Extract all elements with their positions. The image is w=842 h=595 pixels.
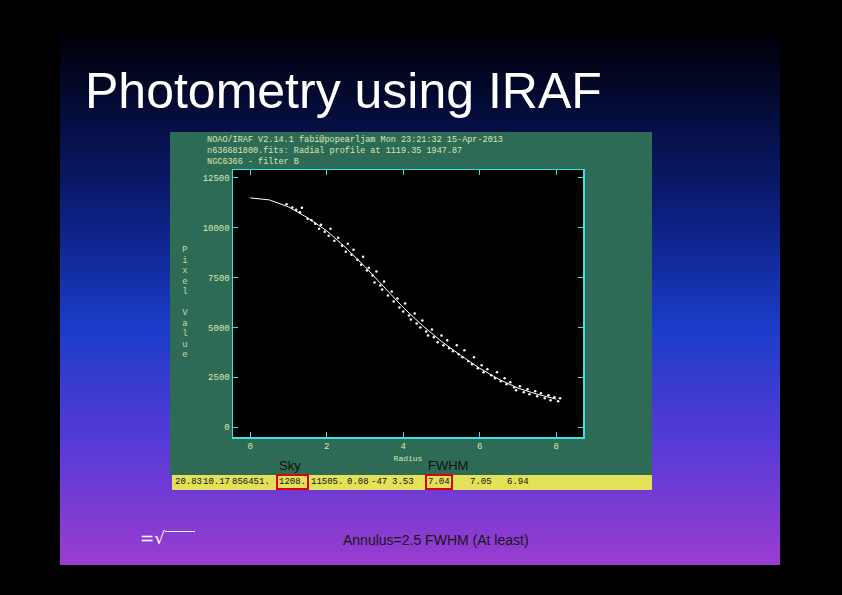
html-text:u: u — [182, 339, 188, 350]
html-text:7.04: 7.04 — [428, 477, 450, 487]
svg-text:6: 6 — [477, 442, 482, 452]
html-text:Sky: Sky — [279, 458, 301, 473]
html-text:l: l — [182, 329, 188, 339]
html-text:V: V — [182, 308, 188, 318]
svg-text:12500: 12500 — [203, 174, 230, 184]
html-text:Annulus=2.5 FWHM (At least): Annulus=2.5 FWHM (At least) — [343, 532, 529, 548]
svg-text:7500: 7500 — [208, 274, 230, 284]
html-text:x: x — [182, 266, 188, 276]
html-text:11505. 0.08 -47: 11505. 0.08 -47 — [311, 477, 388, 487]
html-text:a: a — [182, 318, 188, 329]
svg-text:2500: 2500 — [208, 373, 230, 383]
html-text:Photometry using IRAF: Photometry using IRAF — [85, 63, 602, 119]
html-text:l: l — [182, 287, 188, 297]
html-text:20.83 10.17 856451.: 20.83 10.17 856451. — [175, 477, 270, 487]
html-text:i: i — [182, 255, 188, 266]
html-text:e: e — [182, 276, 188, 287]
html-text:1208.: 1208. — [279, 477, 306, 487]
html-text:e: e — [182, 350, 188, 360]
html-text:P: P — [182, 245, 188, 255]
svg-text:4: 4 — [401, 442, 406, 452]
html-text:6.94: 6.94 — [507, 477, 529, 487]
svg-text:2: 2 — [324, 442, 329, 452]
html-text:FWHM: FWHM — [428, 458, 469, 473]
svg-text:5000: 5000 — [208, 324, 230, 334]
svg-text:Radius: Radius — [394, 454, 423, 463]
svg-text:10000: 10000 — [203, 224, 230, 234]
html-text:3.53: 3.53 — [392, 477, 414, 487]
html-text:7.05: 7.05 — [470, 477, 492, 487]
svg-text:0: 0 — [248, 442, 253, 452]
svg-text:0: 0 — [224, 423, 229, 433]
svg-text:NOAO/IRAF V2.14.1 fabi@popearl: NOAO/IRAF V2.14.1 fabi@popearljam Mon 23… — [207, 135, 503, 167]
svg-text:8: 8 — [554, 442, 559, 452]
